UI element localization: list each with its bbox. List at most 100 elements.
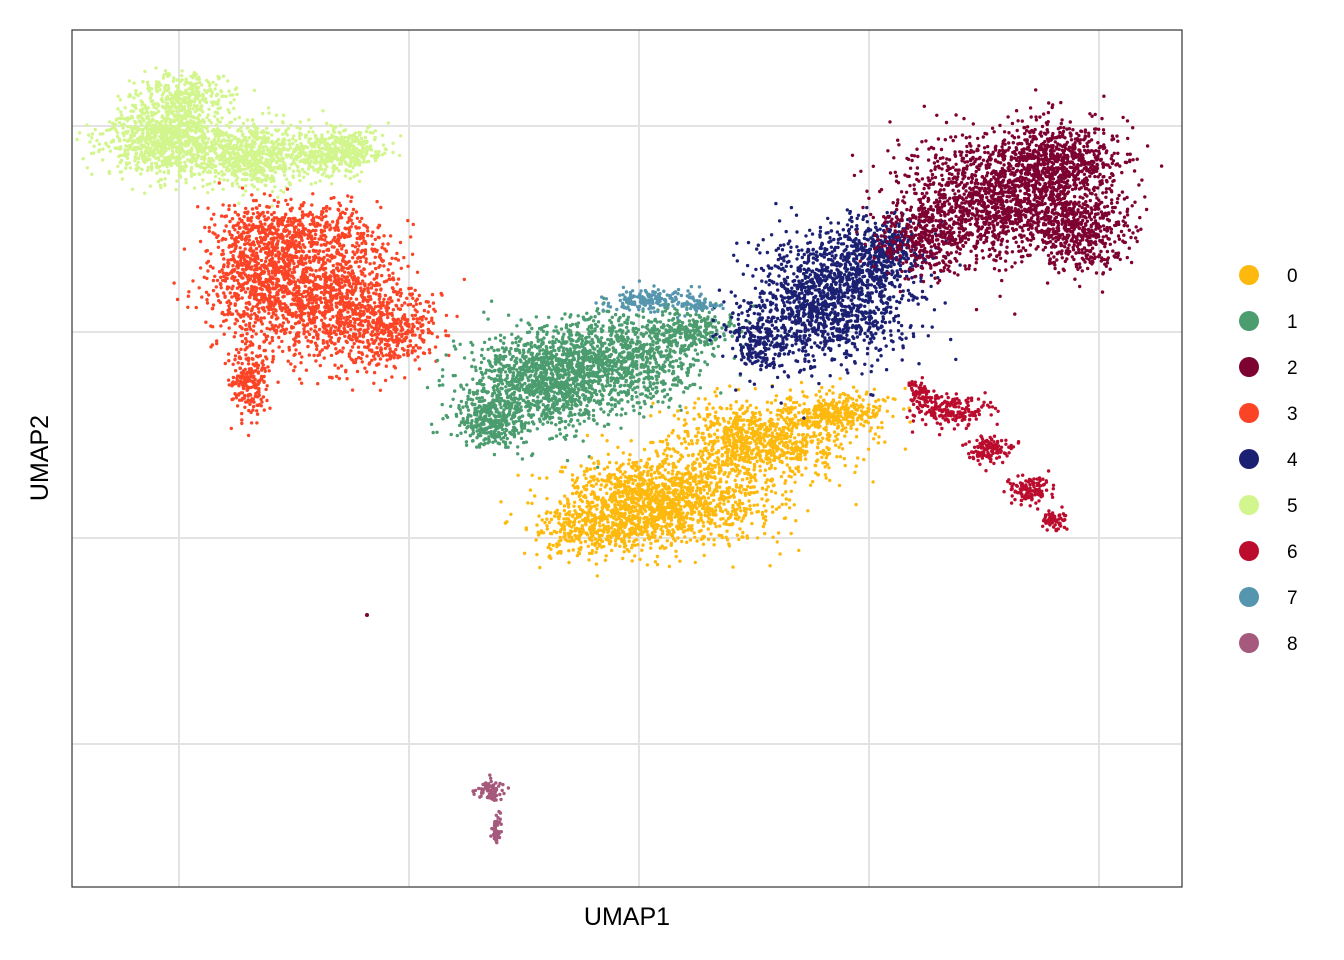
cluster-3-point (274, 317, 279, 321)
cluster-5-point (359, 170, 364, 174)
cluster-3-point (287, 223, 292, 227)
cluster-5-point (146, 142, 151, 146)
cluster-3-point (318, 277, 323, 281)
cluster-5-point (192, 92, 197, 97)
cluster-3-point (358, 259, 363, 264)
cluster-3-point (206, 206, 210, 210)
cluster-3-point (405, 332, 409, 336)
cluster-3-point (268, 327, 272, 331)
cluster-3-point (253, 259, 257, 264)
cluster-5-point (142, 118, 146, 122)
cluster-5-point (151, 123, 155, 128)
cluster-3-point (229, 426, 233, 431)
cluster-3-point (285, 202, 290, 207)
cluster-3-point (200, 295, 204, 299)
cluster-3-point (219, 324, 223, 328)
cluster-3-point (365, 354, 369, 358)
cluster-5-point (211, 80, 215, 85)
cluster-5-point (248, 161, 252, 165)
cluster-5-point (154, 121, 158, 125)
cluster-3-point (259, 316, 263, 321)
cluster-3-point (392, 351, 396, 355)
cluster-3-point (244, 312, 248, 316)
cluster-5-point (198, 129, 202, 133)
cluster-5-point (324, 174, 328, 178)
cluster-3-point (372, 301, 377, 305)
cluster-3-point (411, 296, 415, 300)
cluster-3-point (350, 195, 354, 199)
cluster-5-point (90, 132, 95, 136)
cluster-3-point (215, 278, 220, 283)
cluster-5-point (186, 103, 190, 107)
cluster-3-point (329, 302, 333, 306)
cluster-3-point (344, 262, 348, 266)
cluster-5-point (128, 166, 133, 170)
cluster-3-point (273, 273, 277, 277)
cluster-5-point (158, 121, 162, 126)
cluster-3-point (360, 241, 364, 246)
cluster-3-point (349, 323, 353, 328)
cluster-3-point (299, 361, 303, 365)
cluster-5-point (307, 130, 311, 134)
cluster-3-point (352, 277, 357, 282)
cluster-5-point (325, 121, 329, 126)
cluster-3-point (297, 334, 301, 338)
cluster-3-point (410, 349, 414, 353)
cluster-3-point (251, 408, 255, 412)
cluster-5-point (208, 165, 212, 169)
cluster-5-point (180, 164, 184, 169)
cluster-3-point (244, 206, 248, 211)
cluster-3-point (273, 231, 277, 235)
cluster-5-point (85, 123, 89, 127)
cluster-5-point (311, 130, 315, 134)
cluster-3-point (281, 349, 285, 354)
cluster-5-point (357, 159, 361, 163)
cluster-5-point (212, 180, 217, 184)
cluster-5-point (349, 151, 353, 155)
cluster-5-point (249, 143, 253, 147)
cluster-5-point (321, 109, 325, 113)
cluster-3-point (254, 332, 258, 336)
cluster-5-point (373, 158, 378, 163)
cluster-5-point (160, 93, 165, 97)
cluster-3-point (256, 261, 260, 266)
cluster-3-point (239, 379, 243, 383)
cluster-5-point (286, 148, 290, 152)
cluster-3-point (389, 299, 394, 303)
cluster-5-point (169, 140, 173, 145)
cluster-5-point (175, 135, 180, 139)
cluster-3-point (408, 343, 413, 348)
cluster-5-point (145, 107, 149, 111)
cluster-3-point (288, 330, 292, 335)
cluster-3-point (262, 192, 267, 196)
cluster-3-point (257, 203, 262, 208)
cluster-3-point (411, 317, 416, 321)
cluster-5-point (298, 120, 302, 124)
cluster-3-point (240, 326, 244, 331)
cluster-3-point (296, 296, 301, 301)
cluster-3-point (222, 332, 226, 336)
cluster-3-point (249, 327, 253, 331)
cluster-3-point (318, 363, 322, 368)
cluster-3-point (277, 256, 281, 261)
cluster-3-point (298, 303, 302, 307)
cluster-5-point (258, 136, 262, 140)
cluster-3-point (259, 258, 264, 263)
cluster-5-point (300, 167, 305, 172)
cluster-5-point (154, 80, 159, 84)
cluster-3-point (221, 265, 226, 269)
cluster-5-point (114, 128, 118, 133)
cluster-5-point (251, 118, 255, 123)
cluster-3-point (262, 408, 266, 412)
cluster-3-point (320, 348, 324, 352)
cluster-3-point (312, 306, 317, 310)
cluster-5-point (263, 173, 267, 178)
cluster-5-point (168, 111, 172, 115)
cluster-5-point (244, 150, 248, 154)
cluster-3-point (286, 359, 290, 363)
cluster-5-point (245, 138, 249, 143)
cluster-3-point (285, 251, 289, 255)
cluster-5-point (189, 167, 194, 171)
cluster-3-point (226, 264, 230, 269)
cluster-5-point (180, 107, 185, 111)
